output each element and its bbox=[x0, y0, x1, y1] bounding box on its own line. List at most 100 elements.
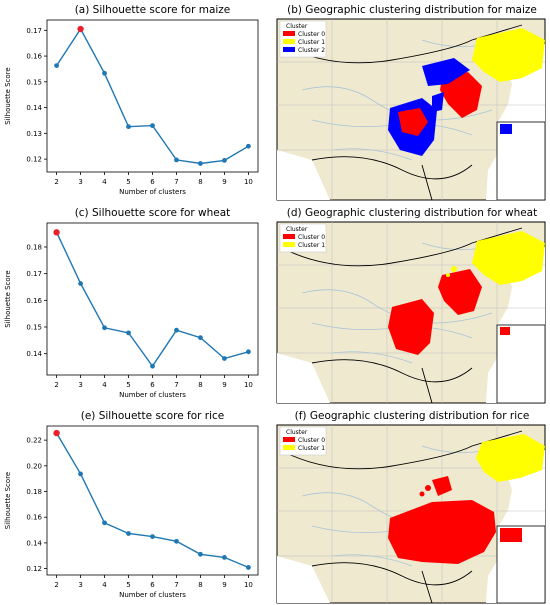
map-title: (b) Geographic clustering distribution f… bbox=[287, 4, 537, 16]
data-point bbox=[150, 123, 155, 129]
x-tick-label: 7 bbox=[174, 381, 178, 389]
data-point bbox=[78, 471, 83, 477]
data-point bbox=[126, 330, 131, 336]
x-tick-label: 9 bbox=[222, 381, 226, 389]
x-tick-label: 2 bbox=[54, 581, 58, 589]
y-tick-label: 0.20 bbox=[26, 462, 42, 470]
y-tick-label: 0.14 bbox=[26, 104, 42, 112]
optimal-point bbox=[77, 25, 84, 33]
x-tick-label: 2 bbox=[54, 178, 58, 186]
data-point bbox=[198, 335, 203, 341]
data-point bbox=[102, 70, 107, 76]
plot-area-frame bbox=[46, 425, 259, 576]
data-point bbox=[150, 363, 155, 369]
legend-swatch-cluster-0 bbox=[283, 31, 295, 36]
y-tick-label: 0.17 bbox=[26, 27, 42, 35]
y-tick-label: 0.14 bbox=[26, 539, 42, 547]
legend-label-cluster-0: Cluster 0 bbox=[298, 31, 325, 38]
x-tick-label: 6 bbox=[150, 581, 155, 589]
x-axis-label: Number of clusters bbox=[119, 391, 186, 399]
series-line bbox=[55, 432, 249, 569]
inset-map bbox=[496, 324, 546, 404]
sea-area bbox=[277, 556, 330, 603]
x-tick-label: 5 bbox=[126, 381, 130, 389]
y-tick-label: 0.12 bbox=[26, 565, 42, 573]
series-line bbox=[56, 27, 249, 165]
series-line bbox=[55, 232, 249, 368]
y-tick-label: 0.16 bbox=[26, 514, 42, 522]
x-tick-label: 4 bbox=[102, 178, 107, 186]
data-point bbox=[150, 534, 155, 539]
chart-title: (a) Silhouette score for maize bbox=[75, 4, 231, 16]
x-tick-label: 6 bbox=[150, 381, 155, 389]
legend-swatch-cluster-1 bbox=[283, 445, 295, 450]
legend-label-cluster-2: Cluster 2 bbox=[298, 47, 325, 54]
data-point bbox=[198, 161, 203, 166]
map-legend: Cluster Cluster 0 Cluster 1 Cluster 2 bbox=[279, 20, 327, 58]
y-tick-label: 0.18 bbox=[26, 244, 42, 252]
optimal-point bbox=[53, 429, 60, 437]
inset-cluster bbox=[500, 327, 510, 335]
map-legend: Cluster Cluster 0 Cluster 1 bbox=[279, 223, 327, 253]
silhouette-chart-wheat: (c) Silhouette score for wheat 0.14 0.15 0.… bbox=[4, 207, 259, 399]
x-tick-label: 3 bbox=[78, 581, 82, 589]
data-point bbox=[102, 520, 107, 526]
y-tick-label: 0.17 bbox=[26, 270, 42, 278]
x-tick-label: 5 bbox=[126, 178, 130, 186]
data-point bbox=[222, 158, 227, 163]
x-axis-label: Number of clusters bbox=[119, 188, 186, 196]
data-point bbox=[246, 143, 251, 149]
optimal-point bbox=[53, 229, 60, 236]
legend-swatch-cluster-2 bbox=[283, 47, 295, 52]
sea-area bbox=[277, 353, 330, 403]
y-tick-label: 0.13 bbox=[26, 130, 42, 138]
x-tick-label: 9 bbox=[222, 581, 226, 589]
cluster-points bbox=[388, 231, 545, 355]
x-tick-label: 9 bbox=[222, 178, 226, 186]
x-tick-label: 5 bbox=[126, 581, 130, 589]
y-axis-label: Silhouette Score bbox=[4, 270, 12, 327]
x-tick-label: 10 bbox=[244, 178, 253, 186]
map-legend: Cluster Cluster 0 Cluster 1 bbox=[279, 426, 327, 456]
x-tick-label: 10 bbox=[244, 381, 253, 389]
data-point bbox=[174, 538, 179, 544]
silhouette-chart-maize: (a) Silhouette score for maize 0.12 0.13 0.… bbox=[4, 4, 259, 196]
cluster-map-wheat: (d) Geographic clustering distribution f… bbox=[276, 207, 546, 404]
data-point bbox=[174, 327, 179, 333]
data-point bbox=[102, 325, 107, 331]
data-point bbox=[222, 555, 227, 560]
legend-swatch-cluster-1 bbox=[283, 39, 295, 44]
data-point bbox=[126, 124, 131, 130]
cluster-points bbox=[388, 434, 545, 564]
x-tick-label: 6 bbox=[150, 178, 155, 186]
legend-title: Cluster bbox=[286, 23, 308, 30]
legend-label-cluster-1: Cluster 1 bbox=[298, 242, 325, 249]
legend-swatch-cluster-0 bbox=[283, 234, 295, 239]
x-tick-label: 4 bbox=[102, 381, 107, 389]
cluster-map-maize: (b) Geographic clustering distribution f… bbox=[276, 4, 546, 201]
data-point bbox=[246, 349, 251, 355]
chart-title: (e) Silhouette score for rice bbox=[81, 410, 225, 422]
data-point bbox=[126, 531, 131, 536]
cluster-points bbox=[388, 28, 545, 156]
country-borders bbox=[281, 430, 523, 604]
x-axis-label: Number of clusters bbox=[119, 591, 186, 599]
data-point bbox=[174, 157, 179, 163]
map-title: (f) Geographic clustering distribution f… bbox=[295, 410, 530, 422]
x-tick-label: 10 bbox=[244, 581, 253, 589]
y-tick-label: 0.16 bbox=[26, 53, 42, 61]
y-tick-label: 0.22 bbox=[26, 437, 42, 445]
x-tick-label: 8 bbox=[198, 178, 202, 186]
plot-area-frame bbox=[46, 19, 259, 173]
x-tick-label: 7 bbox=[174, 581, 178, 589]
legend-label-cluster-1: Cluster 1 bbox=[298, 445, 325, 452]
y-axis-label: Silhouette Score bbox=[4, 67, 12, 124]
y-tick-label: 0.12 bbox=[26, 156, 42, 164]
x-tick-label: 3 bbox=[78, 178, 82, 186]
inset-cluster bbox=[500, 124, 512, 134]
x-tick-label: 7 bbox=[174, 178, 178, 186]
inset-cluster bbox=[500, 528, 522, 542]
chart-title: (c) Silhouette score for wheat bbox=[75, 207, 231, 219]
legend-swatch-cluster-1 bbox=[283, 242, 295, 247]
y-tick-label: 0.14 bbox=[26, 350, 42, 358]
